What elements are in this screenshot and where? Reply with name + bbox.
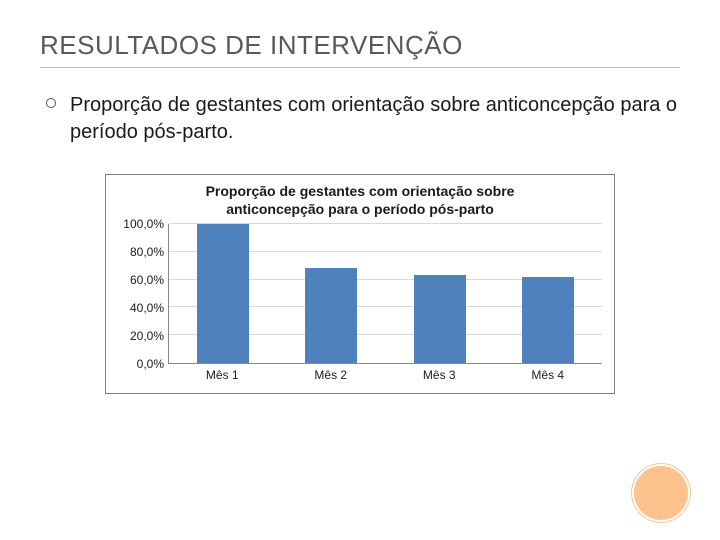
x-tick-label: Mês 3 — [423, 368, 456, 382]
chart-plot-row: 100,0% 80,0% 60,0% 40,0% 20,0% 0,0% — [118, 224, 602, 364]
x-tick-label: Mês 1 — [206, 368, 239, 382]
bar — [305, 268, 357, 363]
chart-title-line1: Proporção de gestantes com orientação so… — [206, 183, 515, 199]
bullet-circle-icon — [46, 98, 56, 108]
bar — [522, 277, 574, 363]
bar — [197, 224, 249, 363]
x-labels: Mês 1 Mês 2 Mês 3 Mês 4 — [168, 364, 602, 382]
x-axis: Mês 1 Mês 2 Mês 3 Mês 4 — [168, 364, 602, 382]
bullet-item: Proporção de gestantes com orientação so… — [46, 92, 680, 146]
y-axis: 100,0% 80,0% 60,0% 40,0% 20,0% 0,0% — [118, 224, 168, 364]
chart-title: Proporção de gestantes com orientação so… — [118, 183, 602, 218]
page-title: RESULTADOS DE INTERVENÇÃO — [40, 30, 680, 68]
plot-area — [168, 224, 602, 364]
decor-circle-icon — [632, 464, 690, 522]
bullet-text: Proporção de gestantes com orientação so… — [70, 92, 680, 146]
bars-group — [169, 224, 602, 363]
x-tick-label: Mês 2 — [314, 368, 347, 382]
slide: RESULTADOS DE INTERVENÇÃO Proporção de g… — [0, 0, 720, 540]
chart-title-line2: anticoncepção para o período pós-parto — [226, 201, 494, 217]
chart-container: Proporção de gestantes com orientação so… — [105, 174, 615, 394]
x-tick-label: Mês 4 — [531, 368, 564, 382]
bar — [414, 275, 466, 363]
